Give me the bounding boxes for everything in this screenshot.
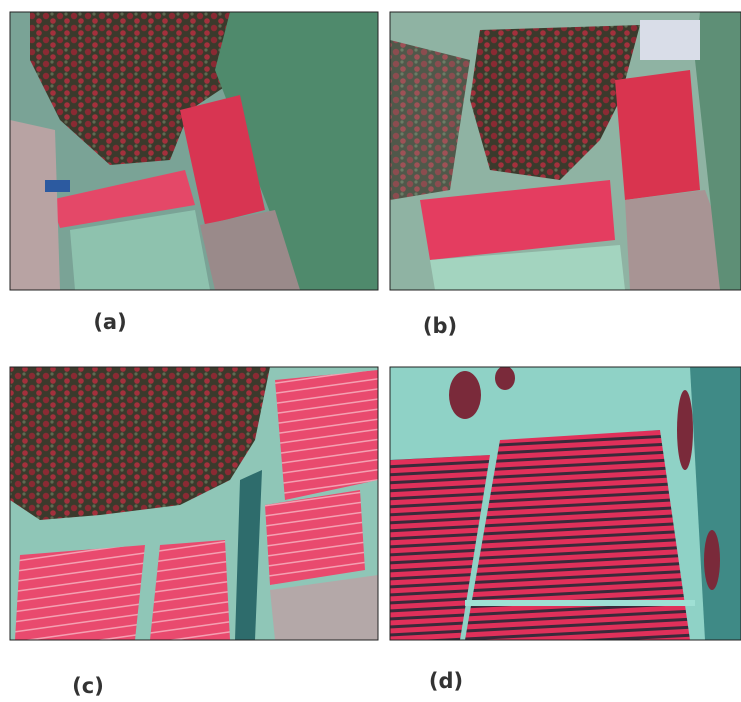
panel-label: (b) — [423, 314, 457, 338]
panel-label: (d) — [429, 669, 463, 693]
panel-c-image — [10, 367, 378, 640]
panel-label: (c) — [72, 674, 104, 698]
panel-c-frame — [9, 366, 379, 641]
panel-b-frame — [389, 11, 741, 291]
panel-d-image — [390, 367, 741, 640]
panel-label: (a) — [93, 310, 126, 334]
panel-d-frame — [389, 366, 741, 641]
panel-a-frame — [9, 11, 379, 291]
panel-b-image — [390, 12, 741, 290]
panel-a-image — [10, 12, 378, 290]
